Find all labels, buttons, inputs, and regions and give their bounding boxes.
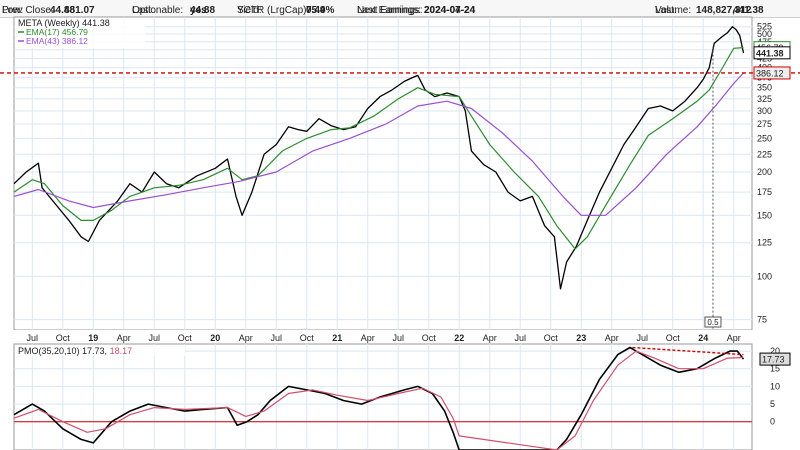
value-tag-label: 17.73 (762, 355, 785, 365)
x-tick-label: Jul (392, 333, 404, 343)
legend-box (15, 18, 145, 48)
quote-header: Low: 44.88 Last: 44.88 Yield: 0.44% Last… (0, 0, 800, 18)
price-series-line (13, 47, 744, 250)
event-marker-box (704, 316, 722, 328)
y-tick-label: 5 (770, 399, 775, 409)
value-tag-label: 441.38 (756, 48, 784, 58)
x-tick-label: Apr (727, 333, 741, 343)
legend-entry: EMA(43) 386.12 (26, 36, 88, 46)
x-tick-label: Oct (56, 333, 71, 343)
x-tick-label: Jul (149, 333, 161, 343)
header-value: 148,827,312 (696, 5, 752, 16)
y-tick-label: 0 (770, 417, 775, 427)
y-tick-label: 225 (757, 149, 772, 159)
x-tick-label: 20 (210, 333, 220, 343)
y-tick-label: 125 (757, 238, 772, 248)
x-tick-label: 19 (88, 333, 98, 343)
indicator-series-line (13, 350, 744, 450)
value-tag-label: 386.12 (756, 68, 784, 78)
header-label: Prev Close: (2, 5, 54, 16)
header-value: 481.07 (64, 5, 95, 16)
header-label: Last Earnings: (357, 5, 421, 16)
header-value: 0.44% (306, 5, 335, 16)
header-label: Next Earnings: (357, 5, 423, 16)
y-tick-label: 200 (757, 167, 772, 177)
y-tick-label: 325 (757, 94, 772, 104)
legend-entry: EMA(17) 456.79 (26, 27, 88, 37)
y-tick-label: 500 (757, 29, 772, 39)
header-value: 44.88 (50, 5, 76, 16)
y-tick-label: 20 (770, 346, 780, 356)
x-tick-label: Apr (361, 333, 375, 343)
value-tag (753, 66, 791, 80)
x-tick-label: Jul (27, 333, 39, 343)
y-tick-label: 15 (770, 364, 780, 374)
price-panel (13, 16, 753, 331)
x-tick-label: Oct (666, 333, 681, 343)
legend-box (15, 345, 185, 356)
header-label: Optionable: (132, 5, 184, 16)
header-value: 2024-04-24 (424, 5, 476, 16)
y-tick-label: 150 (757, 210, 772, 220)
x-tick-label: Oct (422, 333, 437, 343)
date-axis-band (0, 330, 800, 344)
x-tick-label: 23 (576, 333, 586, 343)
x-tick-label: Oct (178, 333, 193, 343)
indicator-title: PMO(35,20,10) 17.73, 18.17 (18, 346, 132, 356)
x-tick-label: Apr (483, 333, 497, 343)
divergence-trendline (632, 346, 744, 356)
header-value: 441.38 (733, 5, 764, 16)
x-tick-label: 24 (698, 333, 708, 343)
x-tick-label: Apr (239, 333, 253, 343)
y-tick-label: 100 (757, 271, 772, 281)
header-value: yes (190, 5, 207, 16)
price-series-line (13, 72, 744, 216)
y-tick-label: 175 (757, 187, 772, 197)
header-label: Last: (132, 5, 154, 16)
x-tick-label: Jul (636, 333, 648, 343)
header-value: 75.9 (306, 5, 326, 16)
header-label: Last: (655, 5, 677, 16)
header-value: 44.88 (190, 5, 216, 16)
x-tick-label: Oct (300, 333, 315, 343)
x-tick-label: Jul (271, 333, 283, 343)
header-label: Yield: (237, 5, 262, 16)
y-tick-label: 275 (757, 119, 772, 129)
header-label: Volume: (655, 5, 692, 16)
header-label: SCTR (LrgCap): (237, 5, 310, 16)
value-tag (753, 46, 791, 60)
price-series-line (13, 26, 745, 290)
indicator-title-main: PMO(35,20,10) 17.73, (18, 346, 110, 356)
y-tick-label: 350 (757, 83, 772, 93)
y-tick-label: 250 (757, 133, 772, 143)
y-tick-label: 75 (757, 315, 767, 325)
y-tick-label: 525 (757, 22, 772, 32)
price-chart-title: META (Weekly) 441.38 (18, 18, 110, 28)
header-value: 2024-07-24 (424, 5, 476, 16)
x-tick-label: Oct (544, 333, 559, 343)
y-tick-label: 10 (770, 381, 780, 391)
x-tick-label: Apr (117, 333, 131, 343)
header-label: Low: (2, 5, 24, 16)
x-tick-label: Jul (514, 333, 526, 343)
event-marker-label: 0.5 (707, 318, 719, 327)
x-tick-label: 22 (454, 333, 464, 343)
indicator-title-signal: 18.17 (110, 346, 133, 356)
x-tick-label: Apr (605, 333, 619, 343)
indicator-series-line (13, 346, 745, 450)
x-tick-label: 21 (332, 333, 342, 343)
value-tag (759, 352, 791, 366)
y-tick-label: 300 (757, 106, 772, 116)
